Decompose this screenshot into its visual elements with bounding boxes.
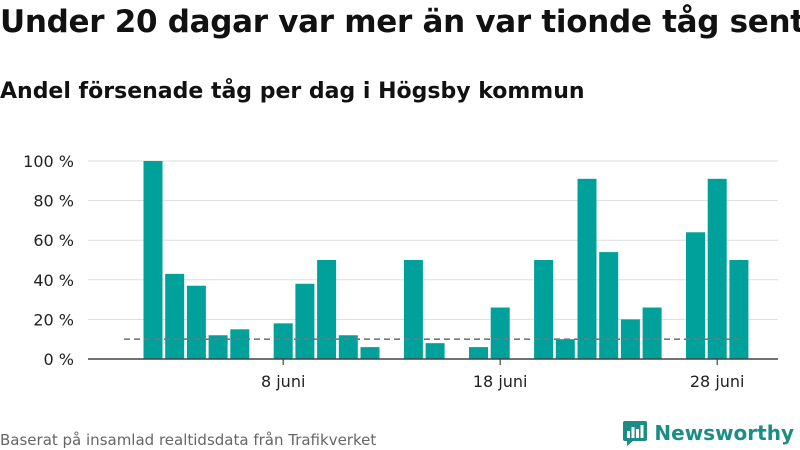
y-axis-ticks: 0 % 20 % 40 % 60 % 80 % 100 % xyxy=(23,152,74,369)
y-tick-label: 60 % xyxy=(33,231,74,250)
bar xyxy=(360,347,380,359)
bar xyxy=(620,319,640,359)
bar xyxy=(555,339,575,359)
y-tick-label: 40 % xyxy=(33,271,74,290)
x-tick-label: 18 juni xyxy=(473,372,528,391)
x-axis-ticks: 8 juni 18 juni 28 juni xyxy=(261,359,745,391)
bar xyxy=(707,178,727,359)
bar xyxy=(143,161,163,359)
bar xyxy=(230,329,250,359)
y-tick-label: 0 % xyxy=(44,350,74,369)
bar-chart: 0 % 20 % 40 % 60 % 80 % 100 % 8 juni 18 juni 28… xyxy=(23,152,778,391)
bar xyxy=(425,343,445,359)
brand-logo[interactable]: Newsworthy xyxy=(622,419,794,447)
chart-subtitle: Andel försenade tåg per dag i Högsby kom… xyxy=(0,79,585,104)
bar xyxy=(338,335,358,359)
y-tick-label: 80 % xyxy=(33,192,74,211)
bar xyxy=(165,273,185,359)
bar xyxy=(317,260,337,359)
x-tick-label: 8 juni xyxy=(261,372,305,391)
bar xyxy=(729,260,749,359)
bar xyxy=(599,252,619,359)
bar xyxy=(273,323,293,359)
bar xyxy=(534,260,554,359)
bars xyxy=(143,161,749,359)
source-note: Baserat på insamlad realtidsdata från Tr… xyxy=(0,431,377,449)
bar xyxy=(208,335,228,359)
bar xyxy=(490,307,510,359)
y-tick-label: 100 % xyxy=(23,152,74,171)
bar xyxy=(577,178,597,359)
bar-chart-logo-icon xyxy=(623,421,648,446)
x-tick-label: 28 juni xyxy=(690,372,745,391)
bar xyxy=(642,307,662,359)
chart-title: Under 20 dagar var mer än var tionde tåg… xyxy=(0,4,800,40)
gridlines xyxy=(88,160,778,320)
y-tick-label: 20 % xyxy=(33,310,74,329)
bar xyxy=(186,285,206,359)
bar xyxy=(469,347,488,359)
brand-name: Newsworthy xyxy=(654,421,794,445)
bar xyxy=(295,283,315,359)
bar xyxy=(403,260,423,359)
bar xyxy=(686,232,705,359)
